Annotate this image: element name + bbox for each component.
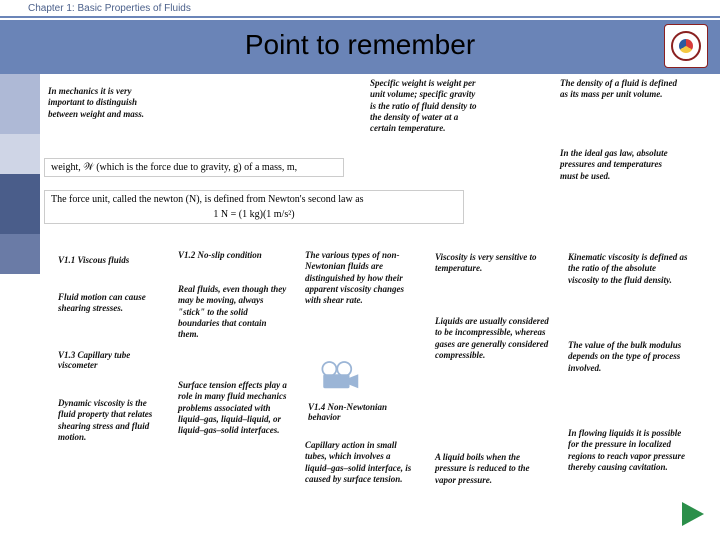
- video-label-nonnewtonian: V1.4 Non-Newtonian behavior: [308, 402, 408, 422]
- note-ideal-gas: In the ideal gas law, absolute pressures…: [560, 148, 680, 182]
- formula-weight: weight, 𝒲 (which is the force due to gra…: [44, 158, 344, 177]
- note-shearing: Fluid motion can cause shearing stresses…: [58, 292, 158, 315]
- note-real-fluids: Real fluids, even though they may be mov…: [178, 284, 288, 340]
- side-stripe: [0, 74, 40, 134]
- formula-newton-lead: The force unit, called the newton (N), i…: [51, 194, 457, 205]
- chapter-header: Chapter 1: Basic Properties of Fluids: [0, 0, 720, 18]
- video-label-capillary: V1.3 Capillary tube viscometer: [58, 350, 158, 370]
- chapter-label: Chapter 1: Basic Properties of Fluids: [28, 3, 191, 14]
- note-dynamic-viscosity: Dynamic viscosity is the fluid property …: [58, 398, 166, 443]
- note-density: The density of a fluid is defined as its…: [560, 78, 680, 101]
- note-boiling: A liquid boils when the pressure is redu…: [435, 452, 551, 486]
- formula-newton-eq: 1 N = (1 kg)(1 m/s²): [51, 209, 457, 220]
- note-kinematic: Kinematic viscosity is defined as the ra…: [568, 252, 688, 286]
- note-viscosity-temp: Viscosity is very sensitive to temperatu…: [435, 252, 545, 275]
- note-mechanics: In mechanics it is very important to dis…: [48, 86, 160, 120]
- formula-newton: The force unit, called the newton (N), i…: [44, 190, 464, 224]
- note-bulk-modulus: The value of the bulk modulus depends on…: [568, 340, 688, 374]
- university-logo: [664, 24, 708, 68]
- video-label-noslip: V1.2 No-slip condition: [178, 250, 268, 260]
- video-camera-icon: [318, 360, 360, 392]
- video-label-viscous: V1.1 Viscous fluids: [58, 255, 129, 265]
- note-non-newtonian: The various types of non-Newtonian fluid…: [305, 250, 415, 306]
- note-cavitation: In flowing liquids it is possible for th…: [568, 428, 694, 473]
- note-surface-tension: Surface tension effects play a role in m…: [178, 380, 296, 436]
- formula-weight-text: weight, 𝒲 (which is the force due to gra…: [51, 162, 297, 173]
- note-capillary-action: Capillary action in small tubes, which i…: [305, 440, 415, 485]
- slide-title: Point to remember: [0, 20, 720, 74]
- side-stripe: [0, 234, 40, 274]
- note-compressible: Liquids are usually considered to be inc…: [435, 316, 555, 361]
- side-stripe: [0, 134, 40, 174]
- logo-icon: [671, 31, 701, 61]
- next-slide-button[interactable]: [682, 502, 704, 526]
- note-specific-weight: Specific weight is weight per unit volum…: [370, 78, 480, 134]
- side-stripe: [0, 174, 40, 234]
